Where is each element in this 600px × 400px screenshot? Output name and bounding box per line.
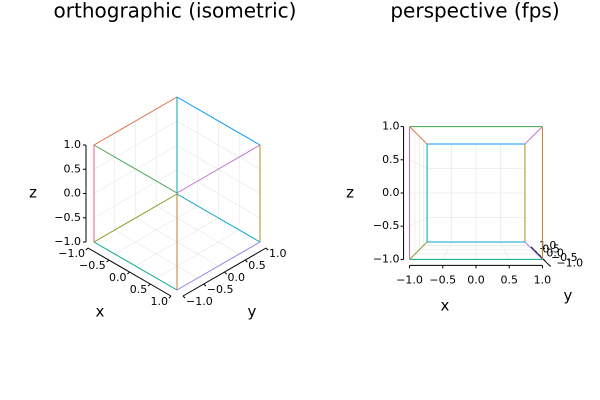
z-tick-label: 1.0 [64,138,82,151]
grid-line [409,159,428,169]
series-line [93,193,178,243]
x-tick-label: 1.0 [534,273,552,286]
series-line [176,241,261,291]
tick-mark [542,258,546,262]
tick-mark [182,295,186,299]
z-tick-label: 0.0 [382,186,400,199]
x-tick-label: −0.5 [429,273,456,286]
x-tick-label: −0.5 [79,259,106,272]
z-tick-label: 0.5 [382,153,400,166]
series-line [409,126,428,145]
z-tick-label: −1.0 [373,252,400,265]
y-tick-label: 0.5 [542,242,560,255]
y-axis-label: y [248,303,257,321]
z-tick-label: 0.0 [64,187,82,200]
tick-mark [224,271,227,275]
tick-mark [203,283,207,287]
tick-mark [147,283,151,287]
y-tick-label: −1.0 [186,295,213,308]
z-tick-label: 0.5 [64,162,82,175]
series-line [176,193,261,243]
grid-line [176,120,261,170]
series-line [176,96,261,146]
y-tick-label: −0.5 [207,283,234,296]
chart-title: perspective (fps) [390,0,559,23]
series-line [93,144,178,194]
x-tick-label: 0.5 [500,273,518,286]
tick-mark [534,250,538,253]
z-tick-label: 1.0 [382,120,400,133]
series-line [176,144,261,194]
grid-line [442,241,452,260]
z-tick-label: −0.5 [373,219,400,232]
y-tick-label: 0.5 [248,259,266,272]
grid-line [409,217,428,227]
x-tick-label: 0.0 [109,271,127,284]
tick-mark [548,264,552,267]
series-line [524,241,543,260]
tick-mark [168,295,172,299]
x-tick-label: −1.0 [396,273,423,286]
x-axis-label: x [96,303,105,321]
y-tick-label: 1.0 [269,247,287,260]
grid-line [156,205,240,255]
tick-mark [127,271,130,275]
z-axis-label: z [29,184,37,202]
tick-mark [538,253,541,257]
x-tick-label: 0.5 [130,283,148,296]
x-tick-label: −1.0 [58,247,85,260]
z-tick-label: −0.5 [54,211,81,224]
y-tick-label: 1.0 [539,239,557,252]
series-line [93,96,178,146]
y-tick-label: −1.0 [556,256,583,269]
tick-mark [85,247,89,251]
tick-mark [106,259,110,263]
grid-line [114,229,198,279]
z-axis-label: z [346,184,354,202]
series-line [93,241,178,291]
y-axis-label: y [564,287,573,305]
x-tick-label: 0.0 [467,273,485,286]
y-tick-label: −0.5 [551,251,578,264]
x-tick-label: 1.0 [151,295,169,308]
z-tick-label: −1.0 [54,235,81,248]
tick-mark [244,259,248,263]
series-line [409,241,428,260]
x-axis-label: x [441,297,450,315]
series-line [524,126,543,145]
grid-line [176,169,261,219]
y-tick-label: 0.0 [228,271,246,284]
tick-mark [265,247,269,251]
grid-line [93,169,178,219]
y-tick-label: 0.0 [546,246,564,259]
grid-line [500,241,510,260]
tick-mark [530,246,534,250]
grid-line [93,120,178,170]
chart-title: orthographic (isometric) [54,0,297,23]
